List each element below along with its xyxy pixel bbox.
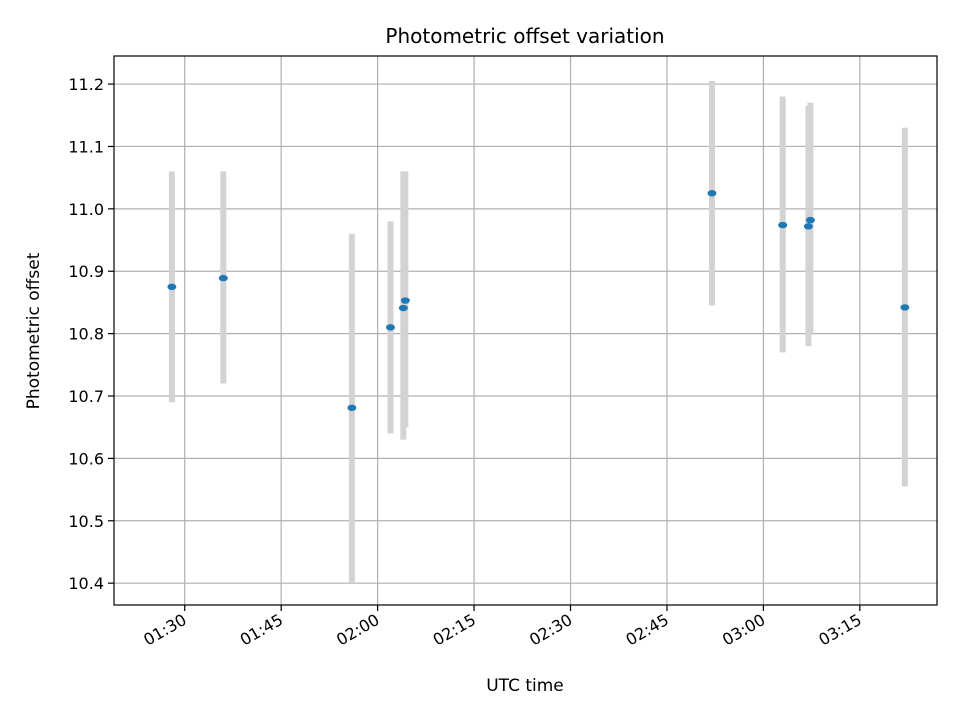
plot-frame — [113, 55, 938, 606]
y-tick-label: 10.8 — [68, 325, 104, 344]
y-tick-label: 11.1 — [68, 137, 104, 156]
y-tick-label: 11.0 — [68, 200, 104, 219]
data-point — [218, 274, 228, 282]
y-axis-label: Photometric offset — [24, 252, 44, 409]
y-tick-label: 11.2 — [68, 75, 104, 94]
data-point — [803, 223, 813, 230]
y-tick-label: 10.6 — [68, 449, 104, 468]
data-point — [167, 283, 177, 291]
data-point — [707, 190, 717, 197]
y-axis-ticks: 10.4 10.5 10.6 10.7 10.8 10.9 11.0 11.1 11.2 — [68, 75, 114, 593]
data-point — [900, 304, 910, 311]
data-point — [805, 216, 815, 224]
grid — [114, 56, 937, 605]
y-tick-label: 10.7 — [68, 387, 104, 406]
y-tick-label: 10.5 — [68, 512, 104, 531]
data-point — [385, 324, 395, 331]
y-tick-label: 10.9 — [68, 262, 104, 281]
data-point — [398, 304, 408, 312]
data-points — [167, 190, 910, 412]
data-point — [778, 221, 788, 229]
data-point — [400, 297, 410, 304]
y-tick-label: 10.4 — [68, 574, 104, 593]
x-axis-label: UTC time — [486, 676, 564, 696]
data-point — [347, 404, 357, 412]
chart-title: Photometric offset variation — [385, 24, 664, 48]
